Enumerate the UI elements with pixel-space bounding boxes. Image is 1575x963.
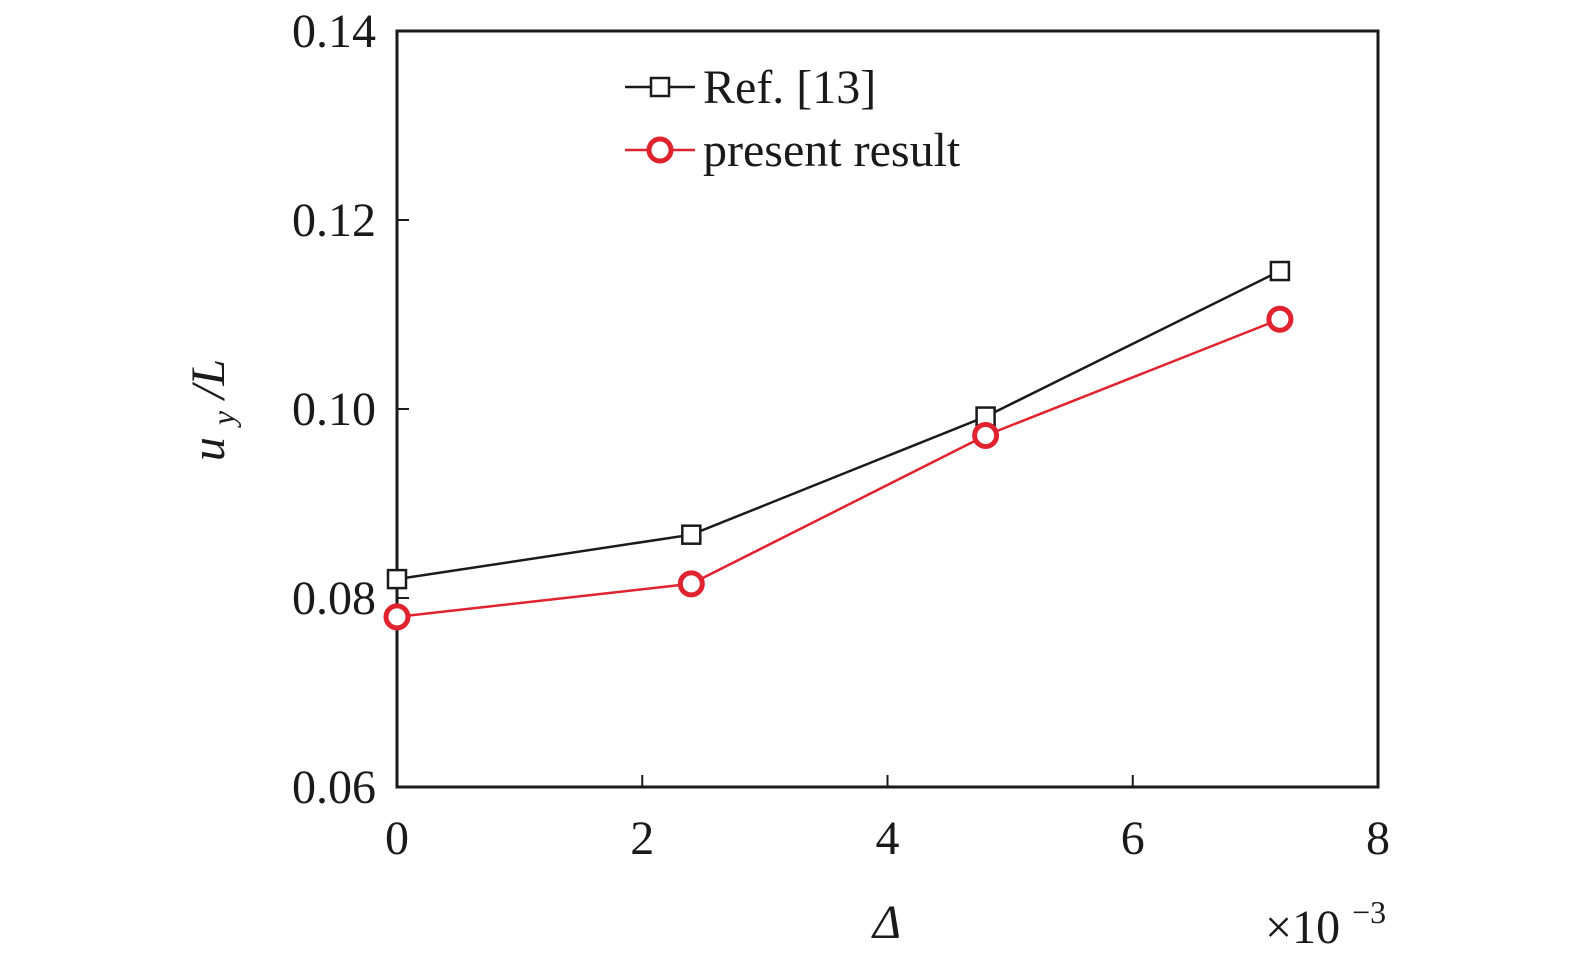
series-point-1 [972,421,1000,449]
series-point-1 [1266,305,1294,333]
x-tick-label: 4 [876,812,900,865]
y-axis-label-var: u [182,437,235,461]
y-tick-label: 0.12 [292,194,376,247]
series-layer [383,260,1294,631]
legend-label: Ref. [13] [703,61,876,114]
x-tick-label: 0 [385,812,409,865]
y-axis-label-subscript: y [205,410,241,428]
series-point-0 [1269,260,1291,282]
series-point-0 [386,568,408,590]
x-axis-multiplier-base: ×10 [1265,901,1340,954]
series-line-0 [396,269,1281,581]
y-axis-label: u y /L [182,359,245,461]
y-tick-label: 0.14 [292,5,376,58]
axis-ticks: 0 2 4 6 8 0.06 0.08 0.10 0.12 0.14 [292,5,1390,865]
x-axis-multiplier-exponent: −3 [1352,894,1386,930]
legend: Ref. [13] present result [625,61,961,177]
series-point-0 [681,524,702,545]
y-tick-label: 0.10 [292,383,376,436]
x-tick-label: 2 [630,812,654,865]
y-tick-label: 0.08 [292,572,376,625]
legend-marker [646,136,674,164]
y-axis-label-rest: /L [182,359,235,402]
legend-label: present result [703,124,961,177]
series-point-1 [677,570,705,598]
x-axis-label: Δ [871,896,901,949]
x-axis-multiplier: ×10 −3 [1265,894,1386,954]
legend-marker [649,76,671,98]
series-line-1 [396,318,1281,619]
y-tick-label: 0.06 [292,761,376,814]
series-point-1 [383,603,411,631]
x-tick-label: 8 [1366,812,1390,865]
x-tick-label: 6 [1121,812,1145,865]
